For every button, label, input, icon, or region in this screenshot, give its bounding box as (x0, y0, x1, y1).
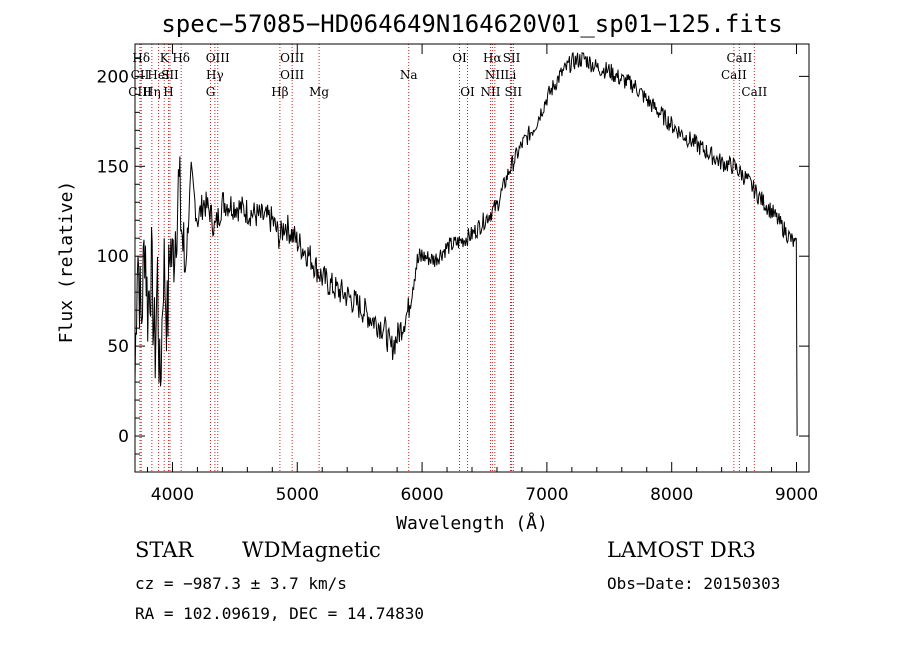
y-tick-label-2: 100 (97, 247, 129, 267)
x-tick-label-0: 4000 (151, 485, 194, 505)
line-label-lines_mid-5: Na (400, 68, 418, 82)
y-tick-label-1: 50 (107, 337, 129, 357)
line-label-lines_top-5: OI (452, 51, 467, 65)
line-label-lines_top-1: K (160, 51, 170, 65)
line-label-lines_mid-7: Li (505, 68, 517, 82)
spectrum-line (134, 51, 798, 437)
line-label-lines_top-6: Hα (483, 51, 502, 65)
spectrum-chart: spec−57085−HD064649N164620V01_sp01−125.f… (56, 10, 818, 534)
y-axis: 0 50 100 150 200 (97, 57, 809, 455)
line-label-lines_top-0: Hδ (132, 51, 150, 65)
line-label-lines_top-2: Hδ (172, 51, 190, 65)
line-label-lines_mid-2: SII (161, 68, 179, 82)
line-label-lines_mid-4: OIII (280, 68, 304, 82)
y-tick-label-3: 150 (97, 157, 129, 177)
line-label-lines_top-4: OIII (280, 51, 304, 65)
object-type: STAR (135, 538, 194, 562)
line-label-lines_mid-6: NII (485, 68, 505, 82)
line-label-lines_low-9: CaII (741, 85, 767, 99)
line-label-lines_top-3: OIII (206, 51, 230, 65)
x-tick-label-5: 9000 (775, 485, 818, 505)
x-tick-label-1: 5000 (276, 485, 319, 505)
line-label-lines_mid-3: Hγ (206, 68, 224, 82)
line-label-lines_mid-8: CaII (721, 68, 747, 82)
y-tick-label-0: 0 (118, 427, 129, 447)
x-tick-label-4: 8000 (650, 485, 693, 505)
line-label-lines_low-0: CIII (128, 85, 152, 99)
line-label-lines_low-6: OI (460, 85, 475, 99)
redshift-cz: cz = −987.3 ± 3.7 km/s (135, 574, 347, 593)
line-label-lines_low-3: G (206, 85, 216, 99)
chart-title: spec−57085−HD064649N164620V01_sp01−125.f… (161, 10, 782, 38)
x-axis: 4000 5000 6000 7000 8000 9000 (146, 44, 818, 505)
line-label-lines_low-4: Hβ (271, 85, 288, 99)
survey-name: LAMOST DR3 (607, 538, 756, 562)
line-label-lines_low-5: Mg (309, 85, 329, 99)
observation-date: Obs−Date: 20150303 (607, 574, 781, 593)
y-tick-label-4: 200 (97, 67, 129, 87)
line-label-lines_low-2: H (163, 85, 173, 99)
x-tick-label-3: 7000 (525, 485, 568, 505)
line-label-lines_low-8: SII (504, 85, 522, 99)
plot-frame (134, 43, 810, 473)
x-tick-label-2: 6000 (400, 485, 443, 505)
line-label-lines_mid-1: HeI (147, 68, 170, 82)
y-axis-label: Flux (relative) (56, 181, 77, 344)
line-label-lines_top-7: SII (503, 51, 521, 65)
x-axis-label: Wavelength (Å) (396, 512, 548, 534)
coordinates: RA = 102.09619, DEC = 14.74830 (135, 604, 424, 623)
line-label-lines_low-1: Hη (143, 85, 161, 99)
line-label-lines_top-8: CaII (726, 51, 752, 65)
object-subclass: WDMagnetic (242, 538, 381, 562)
line-label-lines_low-7: NII (480, 85, 500, 99)
